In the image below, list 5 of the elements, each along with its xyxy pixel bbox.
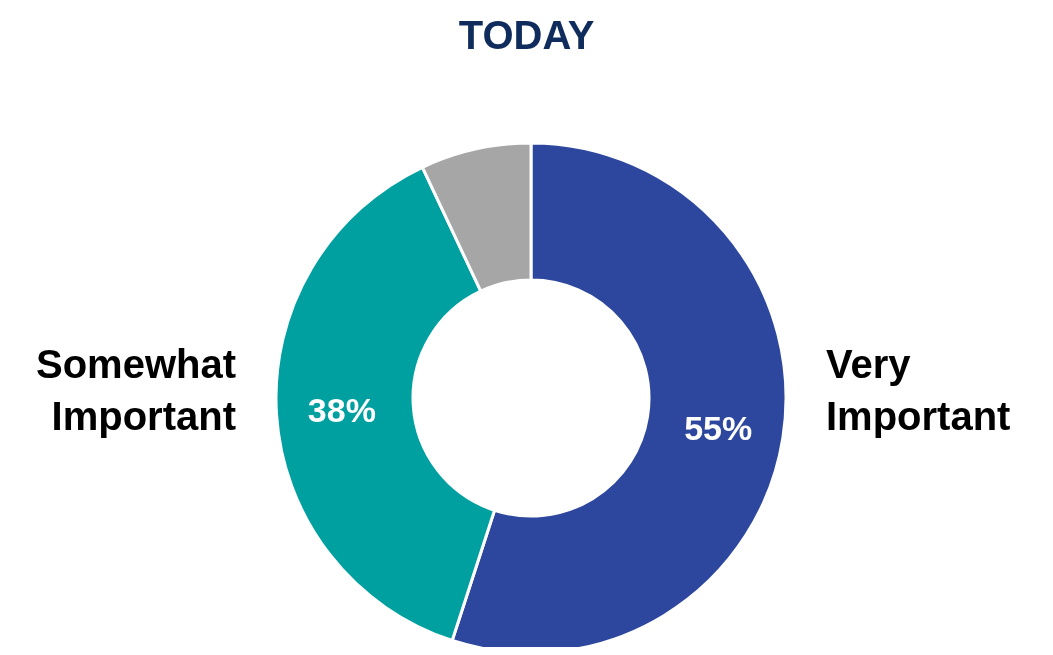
slice-label: Somewhat Important: [35, 342, 236, 438]
chart-title: TODAY: [458, 13, 595, 57]
slice-label: Very Important: [826, 342, 1011, 438]
data-label: 55%: [684, 408, 753, 447]
data-label: 38%: [307, 390, 376, 429]
